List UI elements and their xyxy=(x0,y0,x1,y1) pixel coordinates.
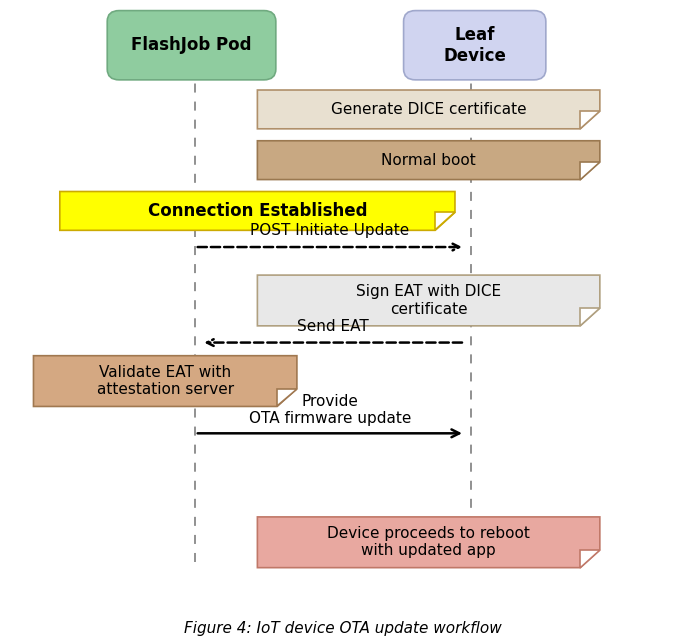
Text: Send EAT: Send EAT xyxy=(297,318,369,334)
Text: FlashJob Pod: FlashJob Pod xyxy=(131,36,252,54)
Polygon shape xyxy=(580,162,600,180)
Text: Generate DICE certificate: Generate DICE certificate xyxy=(331,102,526,117)
Text: Sign EAT with DICE
certificate: Sign EAT with DICE certificate xyxy=(356,284,501,317)
FancyBboxPatch shape xyxy=(107,11,276,80)
Text: Device proceeds to reboot
with updated app: Device proceeds to reboot with updated a… xyxy=(327,526,530,559)
Polygon shape xyxy=(277,388,297,406)
Polygon shape xyxy=(257,275,600,326)
Polygon shape xyxy=(60,191,455,230)
Polygon shape xyxy=(580,308,600,326)
Text: Connection Established: Connection Established xyxy=(147,202,367,220)
Text: Validate EAT with
attestation server: Validate EAT with attestation server xyxy=(97,365,234,397)
Polygon shape xyxy=(257,517,600,568)
Text: Normal boot: Normal boot xyxy=(381,153,476,168)
Polygon shape xyxy=(580,111,600,129)
Text: Figure 4: IoT device OTA update workflow: Figure 4: IoT device OTA update workflow xyxy=(184,621,502,636)
Polygon shape xyxy=(580,550,600,568)
Text: POST Initiate Update: POST Initiate Update xyxy=(250,223,410,238)
Polygon shape xyxy=(257,141,600,180)
Text: Provide
OTA firmware update: Provide OTA firmware update xyxy=(248,394,411,426)
FancyBboxPatch shape xyxy=(403,11,546,80)
Polygon shape xyxy=(34,356,297,406)
Polygon shape xyxy=(435,213,455,230)
Text: Leaf
Device: Leaf Device xyxy=(443,26,506,65)
Polygon shape xyxy=(257,90,600,129)
